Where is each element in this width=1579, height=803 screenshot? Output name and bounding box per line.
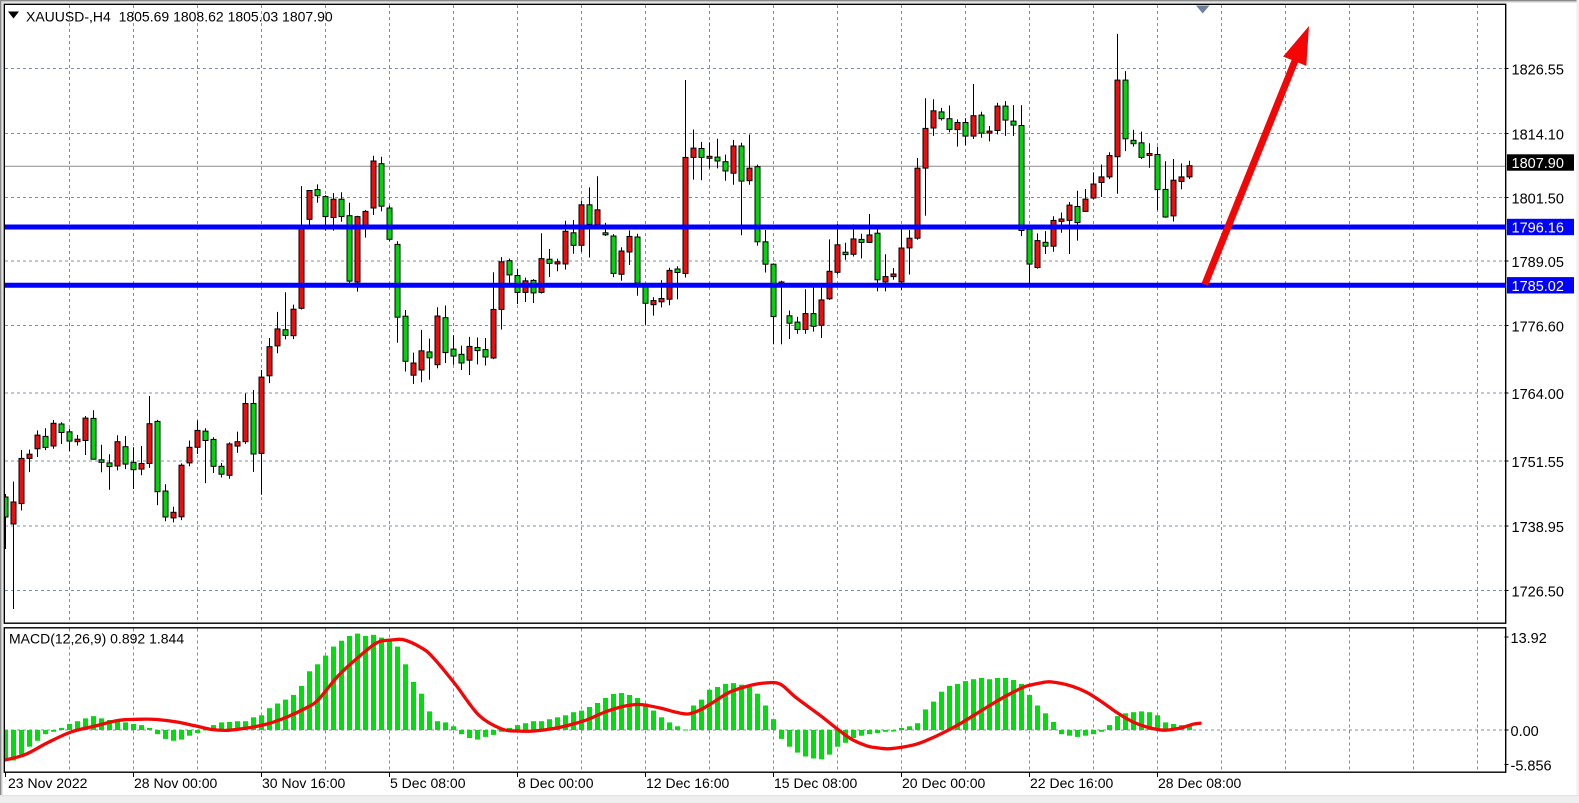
svg-text:28 Nov 00:00: 28 Nov 00:00: [134, 775, 217, 791]
svg-text:1814.10: 1814.10: [1512, 128, 1564, 144]
svg-text:1796.16: 1796.16: [1512, 221, 1564, 237]
svg-text:1738.95: 1738.95: [1512, 520, 1564, 536]
svg-text:XAUUSD-,H4 1805.69 1808.62 18: XAUUSD-,H4 1805.69 1808.62 1805.03 1807.…: [26, 8, 333, 24]
svg-text:12 Dec 16:00: 12 Dec 16:00: [646, 775, 729, 791]
svg-text:-5.856: -5.856: [1511, 759, 1552, 775]
svg-text:1764.00: 1764.00: [1512, 387, 1564, 403]
svg-text:15 Dec 08:00: 15 Dec 08:00: [774, 775, 857, 791]
svg-text:28 Dec 08:00: 28 Dec 08:00: [1158, 775, 1241, 791]
svg-text:1776.60: 1776.60: [1512, 320, 1564, 336]
svg-text:1801.50: 1801.50: [1512, 192, 1564, 208]
svg-text:20 Dec 00:00: 20 Dec 00:00: [902, 775, 985, 791]
svg-text:0.00: 0.00: [1511, 724, 1539, 740]
svg-text:8 Dec 00:00: 8 Dec 00:00: [518, 775, 594, 791]
svg-text:1826.55: 1826.55: [1512, 63, 1564, 79]
svg-text:1785.02: 1785.02: [1512, 279, 1564, 295]
svg-text:1726.50: 1726.50: [1512, 585, 1564, 601]
svg-text:23 Nov 2022: 23 Nov 2022: [8, 775, 88, 791]
svg-text:5 Dec 08:00: 5 Dec 08:00: [390, 775, 466, 791]
svg-text:1789.05: 1789.05: [1512, 255, 1564, 271]
svg-text:1751.55: 1751.55: [1512, 455, 1564, 471]
svg-text:22 Dec 16:00: 22 Dec 16:00: [1030, 775, 1113, 791]
svg-text:1807.90: 1807.90: [1512, 156, 1564, 172]
svg-text:13.92: 13.92: [1511, 631, 1547, 647]
svg-text:MACD(12,26,9) 0.892 1.844: MACD(12,26,9) 0.892 1.844: [9, 631, 184, 647]
svg-text:30 Nov 16:00: 30 Nov 16:00: [262, 775, 345, 791]
